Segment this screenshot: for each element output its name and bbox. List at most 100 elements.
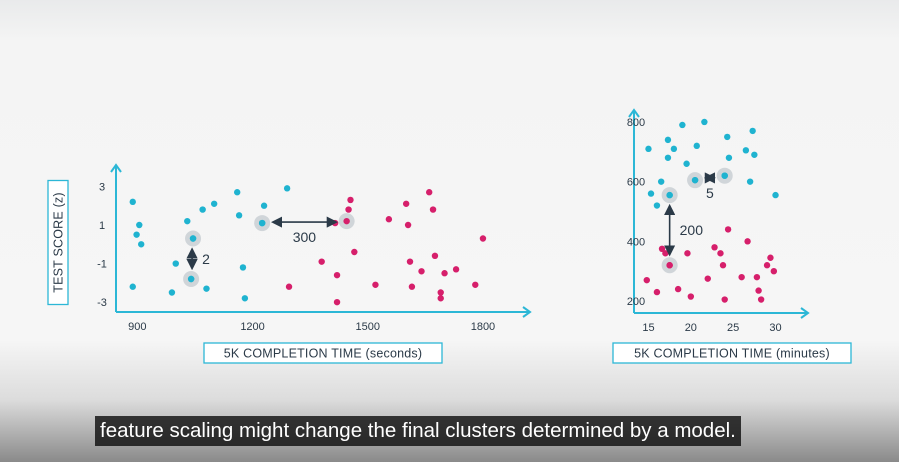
point-cluster-b — [738, 273, 745, 281]
highlight-point — [691, 176, 699, 184]
y-tick-label: 800 — [627, 117, 645, 129]
point-cluster-a — [657, 178, 665, 185]
chart-seconds: 3 1 -1 -3 900 1200 1500 1800 5K COMPLETION TIME … — [47, 163, 532, 364]
chart-minutes: 800 600 400 200 15 20 25 30 5K COMPLETION TIME (… — [612, 108, 852, 364]
x-axis-label-box — [203, 342, 443, 364]
point-cluster-b — [770, 267, 778, 275]
point-cluster-b — [333, 271, 341, 279]
point-cluster-b — [721, 296, 728, 303]
point-cluster-b — [687, 293, 695, 300]
x-tick-label: 1500 — [356, 321, 380, 333]
point-cluster-b — [331, 219, 339, 227]
point-cluster-b — [431, 252, 439, 260]
point-cluster-b — [385, 216, 393, 223]
x-axis-arrow — [522, 306, 532, 318]
point-cluster-b — [285, 283, 293, 290]
distance-label: 5 — [706, 185, 714, 201]
point-cluster-a — [210, 200, 218, 207]
point-cluster-a — [653, 202, 661, 209]
x-tick-label: 1800 — [471, 321, 495, 333]
point-cluster-b — [767, 254, 774, 261]
point-cluster-a — [772, 191, 779, 199]
point-cluster-b — [402, 200, 410, 207]
x-tick-label: 15 — [642, 322, 654, 334]
point-cluster-a — [742, 147, 750, 154]
point-cluster-a — [749, 127, 756, 135]
point-cluster-b — [717, 250, 724, 257]
y-tick-label: -1 — [97, 259, 107, 271]
point-cluster-b — [684, 250, 691, 257]
point-cluster-b — [333, 298, 341, 306]
x-tick-label: 1200 — [240, 321, 264, 333]
point-cluster-b — [755, 287, 762, 294]
point-cluster-a — [136, 221, 143, 229]
point-cluster-a — [129, 198, 136, 206]
point-cluster-a — [693, 142, 700, 150]
x-axis-label-box — [612, 342, 852, 364]
point-cluster-a — [199, 206, 206, 213]
point-cluster-b — [711, 244, 718, 251]
point-cluster-b — [724, 226, 732, 233]
highlight-point — [666, 262, 673, 269]
point-cluster-b — [674, 285, 682, 293]
highlight-point — [258, 219, 266, 227]
point-cluster-b — [437, 295, 444, 302]
point-cluster-a — [234, 189, 241, 196]
point-cluster-b — [452, 266, 460, 273]
y-tick-label: -3 — [97, 297, 107, 309]
point-cluster-a — [679, 121, 686, 129]
point-cluster-a — [683, 160, 690, 167]
point-cluster-b — [406, 258, 414, 265]
point-cluster-b — [763, 262, 771, 269]
x-axis-arrow — [800, 307, 810, 319]
point-cluster-a — [241, 295, 249, 302]
point-cluster-b — [719, 262, 727, 269]
point-cluster-b — [757, 296, 765, 303]
point-cluster-b — [744, 238, 751, 245]
point-cluster-b — [429, 206, 437, 213]
point-cluster-a — [664, 154, 672, 161]
point-cluster-a — [751, 151, 758, 158]
y-tick-label: 1 — [99, 220, 105, 232]
point-cluster-b — [437, 289, 444, 296]
point-cluster-a — [670, 145, 678, 153]
point-cluster-b — [704, 275, 711, 282]
x-tick-label: 30 — [769, 322, 781, 334]
point-cluster-a — [283, 185, 291, 192]
highlight-point — [666, 191, 673, 199]
point-cluster-b — [658, 245, 666, 253]
highlight-point — [187, 275, 195, 283]
point-cluster-b — [753, 273, 761, 281]
x-tick-label: 20 — [685, 322, 697, 334]
y-tick-label: 200 — [627, 296, 645, 308]
y-axis-arrow — [628, 108, 640, 118]
point-cluster-a — [184, 217, 191, 225]
point-cluster-a — [235, 212, 243, 219]
x-axis-label: 5K COMPLETION TIME (minutes) — [634, 347, 830, 361]
point-cluster-b — [318, 258, 325, 265]
distance-label: 2 — [202, 251, 210, 267]
point-cluster-a — [701, 118, 708, 126]
y-tick-label: 3 — [99, 181, 105, 193]
point-cluster-a — [138, 241, 145, 248]
point-cluster-b — [643, 276, 650, 284]
point-cluster-a — [664, 136, 672, 144]
point-cluster-b — [418, 268, 425, 275]
point-cluster-a — [645, 145, 652, 153]
point-cluster-b — [426, 189, 433, 196]
point-cluster-a — [172, 260, 179, 267]
y-axis-label-box — [47, 179, 69, 306]
point-cluster-b — [472, 281, 479, 288]
x-tick-label: 900 — [128, 321, 146, 333]
distance-label: 200 — [680, 222, 704, 238]
point-cluster-b — [408, 283, 416, 290]
point-cluster-a — [168, 289, 176, 296]
point-cluster-a — [239, 264, 247, 271]
point-cluster-a — [725, 154, 733, 161]
highlight-point — [343, 217, 350, 225]
x-tick-label: 25 — [727, 322, 739, 334]
video-caption: feature scaling might change the final c… — [95, 416, 741, 446]
y-tick-label: 400 — [627, 236, 645, 248]
point-cluster-b — [351, 248, 358, 256]
